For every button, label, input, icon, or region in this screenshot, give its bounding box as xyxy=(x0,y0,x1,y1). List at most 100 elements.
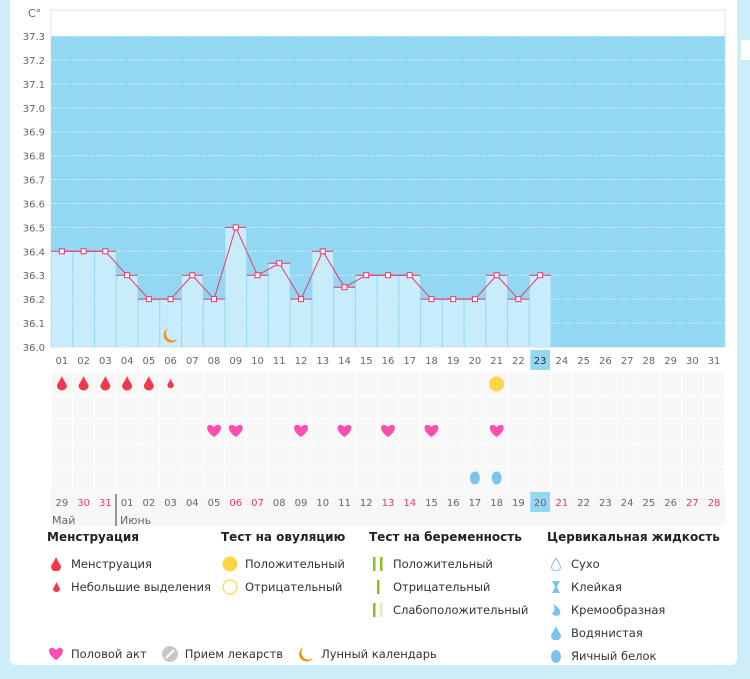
watery-drop-icon xyxy=(547,625,565,640)
temperature-point xyxy=(145,296,152,303)
calendar-date: 12 xyxy=(360,498,373,509)
temperature-bar xyxy=(529,275,551,347)
menstruation-drop-icon xyxy=(143,376,154,391)
temperature-point xyxy=(537,272,544,279)
heart-icon xyxy=(381,424,395,437)
legend-label: Слабоположительный xyxy=(393,602,529,617)
temperature-bar xyxy=(399,275,421,347)
legend-label: Водянистая xyxy=(571,625,643,640)
menstruation-drop-icon xyxy=(78,376,89,391)
cycle-day-label: 12 xyxy=(295,356,308,367)
scrollbar[interactable] xyxy=(741,40,750,60)
temperature-point xyxy=(341,284,348,291)
calendar-date: 14 xyxy=(403,498,416,509)
cycle-day-label: 23 xyxy=(534,356,547,367)
cycle-day-label: 06 xyxy=(164,356,177,367)
y-tick-label: 36.3 xyxy=(23,271,45,282)
y-tick-label: 36.8 xyxy=(23,152,45,163)
temperature-bar xyxy=(334,287,355,347)
y-tick-label: 36.6 xyxy=(23,199,45,210)
cycle-day-label: 24 xyxy=(556,356,569,367)
legend-label: Половой акт xyxy=(71,646,147,661)
temperature-point xyxy=(276,260,283,267)
y-tick-label: 37.0 xyxy=(23,104,45,115)
legend-label: Небольшие выделения xyxy=(71,579,211,594)
heart-icon xyxy=(489,424,504,437)
calendar-date: 02 xyxy=(142,498,155,509)
temperature-bar xyxy=(377,275,399,347)
legend-label: Положительный xyxy=(393,556,493,571)
calendar-date: 04 xyxy=(186,498,199,509)
ovulation-positive-icon xyxy=(489,376,505,392)
legend-title: Тест на беременность xyxy=(369,530,522,544)
calendar-date: 10 xyxy=(316,498,329,509)
legend-label: Сухо xyxy=(571,556,600,571)
y-tick-label: 37.2 xyxy=(23,56,45,67)
y-tick-label: 36.0 xyxy=(23,343,45,354)
temperature-point xyxy=(124,272,131,279)
calendar-date: 21 xyxy=(556,498,569,509)
heart-icon xyxy=(228,424,243,437)
calendar-date: 07 xyxy=(251,498,264,509)
temperature-bar xyxy=(486,275,508,347)
calendar-date: 11 xyxy=(338,498,351,509)
today-highlight xyxy=(530,492,551,512)
temperature-bar xyxy=(421,299,442,347)
menstruation-drop-icon xyxy=(122,376,133,391)
calendar-date: 09 xyxy=(295,498,308,509)
temperature-point xyxy=(450,296,457,303)
legend-title: Тест на овуляцию xyxy=(221,530,346,544)
y-tick-label: 37.3 xyxy=(23,32,45,43)
cycle-day-label: 07 xyxy=(186,356,199,367)
temperature-point xyxy=(298,296,305,303)
temperature-bar xyxy=(116,275,138,347)
calendar-date: 23 xyxy=(599,498,612,509)
heart-icon xyxy=(424,424,439,437)
temperature-bar xyxy=(51,251,73,347)
spotting-drop-icon xyxy=(167,378,174,389)
menstruation-drop-icon xyxy=(100,376,111,391)
temperature-bar xyxy=(160,299,181,347)
legend-title: Менструация xyxy=(47,530,139,544)
y-tick-label: 36.2 xyxy=(23,295,45,306)
moon-icon xyxy=(163,328,178,343)
cycle-day-label: 15 xyxy=(360,356,373,367)
menstruation-drop-icon xyxy=(56,376,67,391)
temperature-point xyxy=(428,296,435,303)
calendar-date: 03 xyxy=(164,498,177,509)
cycle-day-label: 29 xyxy=(664,356,677,367)
temperature-bar xyxy=(290,299,312,347)
y-tick-label: 36.9 xyxy=(23,128,45,139)
temperature-bar xyxy=(181,275,203,347)
current-day-highlight xyxy=(530,350,551,370)
circle-outline-icon xyxy=(221,578,239,595)
temperature-point xyxy=(211,296,218,303)
legend-label: Яичный белок xyxy=(571,648,657,663)
dry-drop-icon xyxy=(547,556,565,571)
temperature-chart: C° 36.0 36.1 36.2 36.3 36.4 36.5 36.6 36.7 36.8 36… xyxy=(23,7,726,527)
temperature-point xyxy=(189,272,196,279)
calendar-date: 31 xyxy=(99,498,112,509)
calendar-date: 06 xyxy=(229,498,242,509)
legend-other: Половой акт Прием лекарств Лунный календ… xyxy=(47,642,437,665)
cycle-day-label: 31 xyxy=(708,356,721,367)
temperature-bar xyxy=(464,299,486,347)
cycle-day-label: 16 xyxy=(382,356,395,367)
temperature-point xyxy=(232,224,239,231)
moon-icon xyxy=(297,646,315,662)
cycle-day-label: 27 xyxy=(621,356,634,367)
cycle-day-label: 11 xyxy=(273,356,286,367)
y-tick-label: 37.1 xyxy=(23,80,45,91)
sticky-icon xyxy=(547,580,565,594)
temperature-point xyxy=(471,296,478,303)
y-tick-label: 36.1 xyxy=(23,319,45,330)
cycle-day-label: 14 xyxy=(338,356,351,367)
calendar-date: 30 xyxy=(77,498,90,509)
date-row xyxy=(51,490,725,526)
temperature-bar xyxy=(138,299,160,347)
legend-pregnancy: Тест на беременность Положительный Отриц… xyxy=(369,530,528,621)
cycle-day-label: 04 xyxy=(121,356,134,367)
legend-label: Кремообразная xyxy=(571,602,666,617)
temperature-bar xyxy=(268,263,290,347)
cycle-day-label: 28 xyxy=(642,356,655,367)
